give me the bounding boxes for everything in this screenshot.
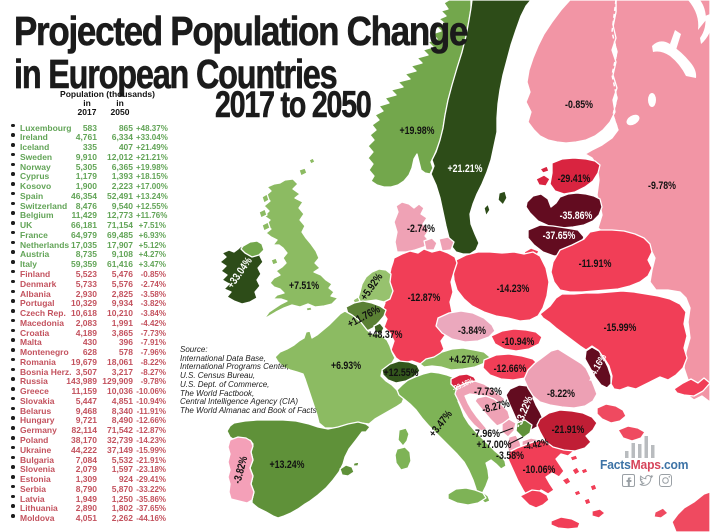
svg-text:-15.99%: -15.99% [604, 322, 637, 334]
svg-text:-7.73%: -7.73% [474, 386, 502, 398]
svg-text:+4.27%: +4.27% [449, 354, 479, 366]
svg-text:-12.87%: -12.87% [408, 292, 441, 304]
svg-text:-37.65%: -37.65% [543, 230, 576, 242]
svg-text:-3.84%: -3.84% [458, 325, 486, 337]
svg-text:-0.85%: -0.85% [565, 99, 593, 111]
svg-text:+19.98%: +19.98% [400, 125, 435, 137]
svg-text:-14.23%: -14.23% [497, 283, 530, 295]
svg-text:-3.58%: -3.58% [496, 450, 524, 462]
svg-text:+7.51%: +7.51% [289, 280, 319, 292]
svg-text:-10.94%: -10.94% [502, 336, 535, 348]
svg-text:-29.41%: -29.41% [558, 173, 591, 185]
svg-text:+12.55%: +12.55% [384, 367, 419, 379]
svg-text:-8.22%: -8.22% [547, 388, 575, 400]
svg-text:+6.93%: +6.93% [331, 360, 361, 372]
svg-text:-35.86%: -35.86% [560, 210, 593, 222]
svg-text:-2.74%: -2.74% [407, 223, 435, 235]
svg-text:+17.00%: +17.00% [477, 439, 512, 451]
svg-text:+13.24%: +13.24% [270, 459, 305, 471]
svg-text:-12.66%: -12.66% [494, 363, 527, 375]
svg-text:-7.96%: -7.96% [472, 428, 500, 440]
svg-text:+48.37%: +48.37% [368, 329, 403, 341]
svg-text:-10.06%: -10.06% [523, 464, 556, 476]
svg-text:-21.91%: -21.91% [552, 424, 585, 436]
svg-text:+21.21%: +21.21% [448, 163, 483, 175]
svg-text:-9.78%: -9.78% [648, 180, 676, 192]
svg-text:-11.91%: -11.91% [579, 258, 612, 270]
svg-text:-4.42%: -4.42% [523, 437, 550, 453]
